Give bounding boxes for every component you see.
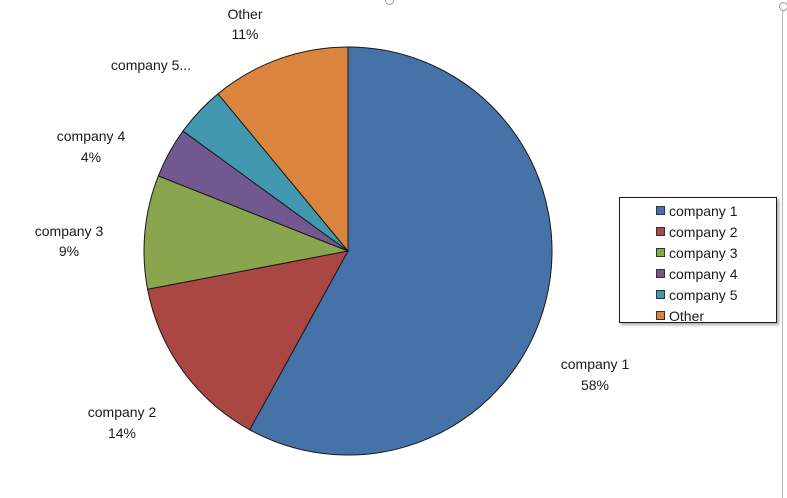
legend-swatch-company-5 (656, 290, 665, 299)
slice-label-pct-company-3: 9% (59, 243, 79, 259)
legend-item-company-1: company 1 (620, 200, 776, 221)
legend-label: company 3 (669, 244, 738, 261)
legend-label: company 4 (669, 265, 738, 282)
slice-label-name-other: Other (227, 6, 262, 22)
legend-label: company 5 (669, 286, 738, 303)
slice-label-pct-company-4: 4% (81, 149, 101, 165)
slice-label-pct-company-2: 14% (108, 425, 136, 441)
legend-label: Other (669, 307, 705, 324)
pie-slices (143, 46, 553, 456)
slice-label-name-company-4: company 4 (57, 128, 126, 144)
legend-item-other: Other (620, 305, 776, 326)
legend-label: company 2 (669, 223, 738, 240)
legend-swatch-company-2 (656, 227, 665, 236)
slice-label-name-company-2: company 2 (88, 404, 157, 420)
legend-item-company-4: company 4 (620, 263, 776, 284)
legend-item-company-5: company 5 (620, 284, 776, 305)
slice-label-name-company-1: company 1 (561, 356, 630, 372)
slice-label-name-company-3: company 3 (35, 223, 104, 239)
legend-swatch-company-1 (656, 206, 665, 215)
slice-label-pct-company-1: 58% (581, 377, 609, 393)
legend-swatch-company-3 (656, 248, 665, 257)
slice-labels: company 1 58% company 2 14% company 3 9%… (35, 6, 630, 441)
chart-frame-edge (782, 8, 783, 498)
chart-legend: company 1 company 2 company 3 company 4 … (619, 197, 777, 326)
slice-label-name-company-5: company 5... (111, 57, 191, 73)
pie-slice-other (217, 46, 349, 253)
legend-swatch-company-4 (656, 269, 665, 278)
slice-label-pct-other: 11% (232, 26, 259, 42)
legend-item-company-2: company 2 (620, 221, 776, 242)
legend-swatch-other (656, 311, 665, 320)
legend-label: company 1 (669, 202, 738, 219)
pie-slice-company-1 (249, 46, 553, 456)
pie-slice-company-2 (147, 250, 349, 431)
resize-handle-top-right[interactable] (779, 2, 787, 11)
pie-slice-company-3 (143, 175, 350, 290)
resize-handle-top[interactable] (385, 0, 394, 5)
legend-item-company-3: company 3 (620, 242, 776, 263)
